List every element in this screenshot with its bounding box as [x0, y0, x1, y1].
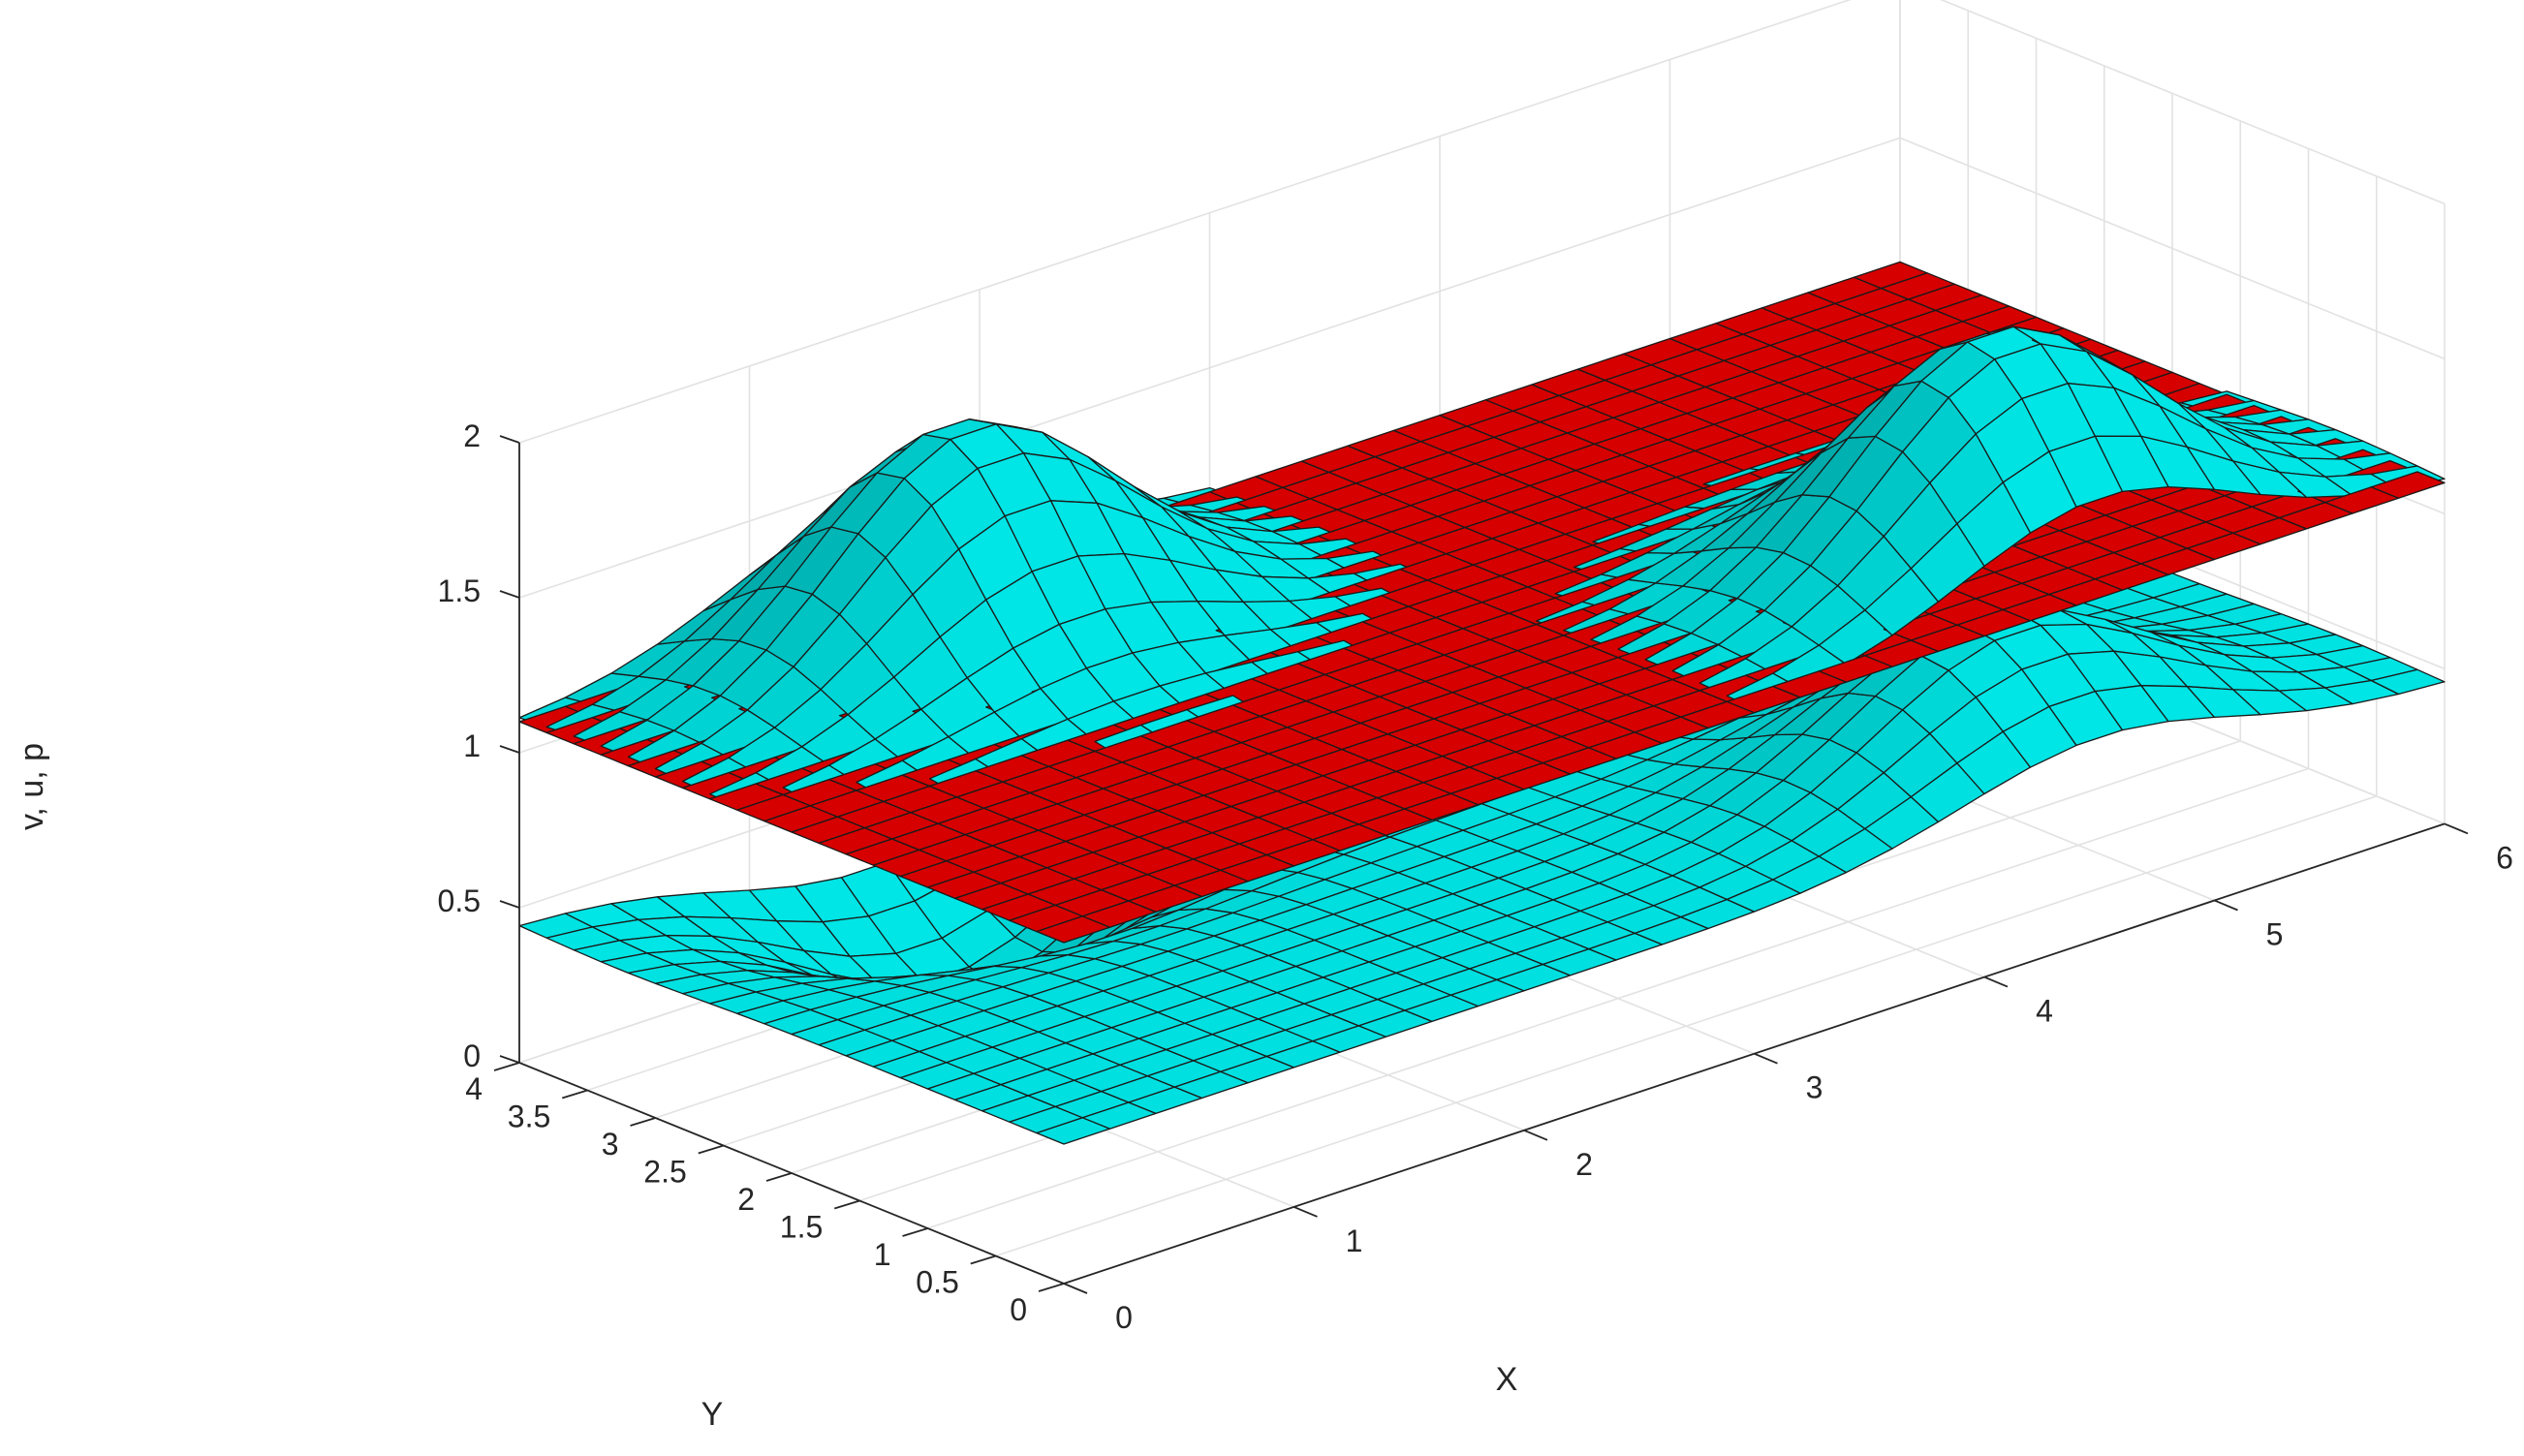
- x-tick: [1523, 1129, 1548, 1141]
- y-tick-label: 3.5: [508, 1100, 550, 1134]
- y-tick-label: 0: [1010, 1292, 1027, 1327]
- grid-line: [1940, 0, 2446, 205]
- grid-line: [927, 767, 2309, 1229]
- z-axis-label: v, u, p: [14, 743, 50, 830]
- y-axis-label: Y: [701, 1396, 724, 1433]
- grid-line: [1899, 137, 2446, 360]
- y-tick: [630, 1117, 656, 1127]
- x-tick-label: 6: [2496, 840, 2513, 875]
- y-tick: [833, 1199, 860, 1210]
- x-tick: [1293, 1206, 1318, 1218]
- z-tick: [499, 745, 520, 754]
- y-tick: [902, 1227, 928, 1237]
- axis-labels: X Y v, u, p: [14, 743, 1517, 1433]
- y-tick: [765, 1172, 793, 1182]
- y-tick: [561, 1089, 588, 1100]
- z-tick: [499, 590, 520, 599]
- y-tick-label: 2: [737, 1182, 755, 1217]
- x-tick: [1983, 976, 2009, 988]
- y-tick-label: 4: [465, 1071, 483, 1106]
- z-tick-label: 0: [463, 1038, 481, 1073]
- z-tick: [499, 435, 520, 444]
- y-tick: [493, 1062, 520, 1071]
- x-tick: [2214, 899, 2238, 912]
- y-tick-label: 1: [874, 1237, 891, 1272]
- x-tick-label: 5: [2266, 917, 2284, 952]
- z-tick-label: 1: [463, 728, 481, 763]
- y-tick-label: 3: [602, 1127, 619, 1162]
- surfaces: [518, 261, 2446, 1145]
- z-tick: [499, 900, 520, 909]
- grid-line: [995, 795, 2378, 1257]
- surface-flat-face: [2370, 471, 2446, 499]
- y-tick-label: 2.5: [643, 1155, 686, 1190]
- surface-lower-face: [2370, 668, 2446, 696]
- z-tick-label: 0.5: [438, 883, 481, 918]
- x-tick-label: 1: [1346, 1224, 1363, 1258]
- y-tick: [1038, 1283, 1065, 1292]
- x-tick: [2444, 822, 2469, 835]
- x-axis-label: X: [1496, 1361, 1518, 1398]
- grid-line: [518, 137, 1901, 599]
- y-tick: [970, 1255, 997, 1265]
- x-tick-label: 3: [1806, 1070, 1823, 1105]
- x-tick-label: 2: [1575, 1147, 1593, 1182]
- y-tick-label: 1.5: [780, 1210, 823, 1245]
- z-tick-label: 1.5: [438, 573, 481, 608]
- x-tick-label: 0: [1115, 1300, 1133, 1335]
- z-tick: [499, 1055, 520, 1064]
- x-tick: [1063, 1283, 1088, 1294]
- grid-line: [518, 0, 1852, 444]
- x-tick-label: 4: [2036, 994, 2053, 1029]
- z-tick-label: 2: [463, 418, 481, 453]
- x-tick: [1754, 1052, 1778, 1065]
- y-tick: [698, 1144, 725, 1155]
- y-tick-label: 0.5: [916, 1265, 958, 1300]
